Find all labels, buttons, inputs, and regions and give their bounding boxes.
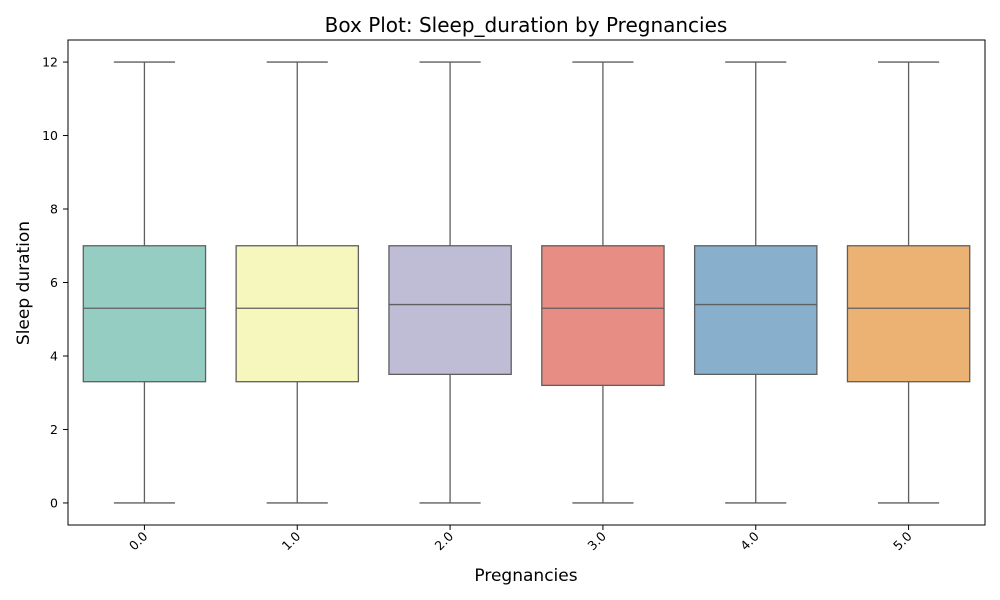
y-tick-label: 8: [50, 202, 58, 217]
y-tick-label: 10: [42, 128, 58, 143]
y-tick-label: 12: [42, 55, 58, 70]
box-3.0: [541, 245, 665, 387]
chart-title: Box Plot: Sleep_duration by Pregnancies: [325, 13, 728, 37]
y-tick-label: 0: [50, 495, 58, 510]
y-tick-label: 2: [50, 422, 58, 437]
box-1.0: [235, 245, 360, 383]
y-tick-label: 6: [50, 275, 58, 290]
box-4.0: [693, 245, 818, 376]
y-tick-label: 4: [50, 348, 58, 363]
box-5.0: [846, 245, 971, 383]
y-axis-label: Sleep duration: [14, 221, 34, 345]
x-axis-label: Pregnancies: [474, 566, 577, 586]
box-0.0: [82, 245, 207, 383]
box-2.0: [388, 245, 512, 376]
